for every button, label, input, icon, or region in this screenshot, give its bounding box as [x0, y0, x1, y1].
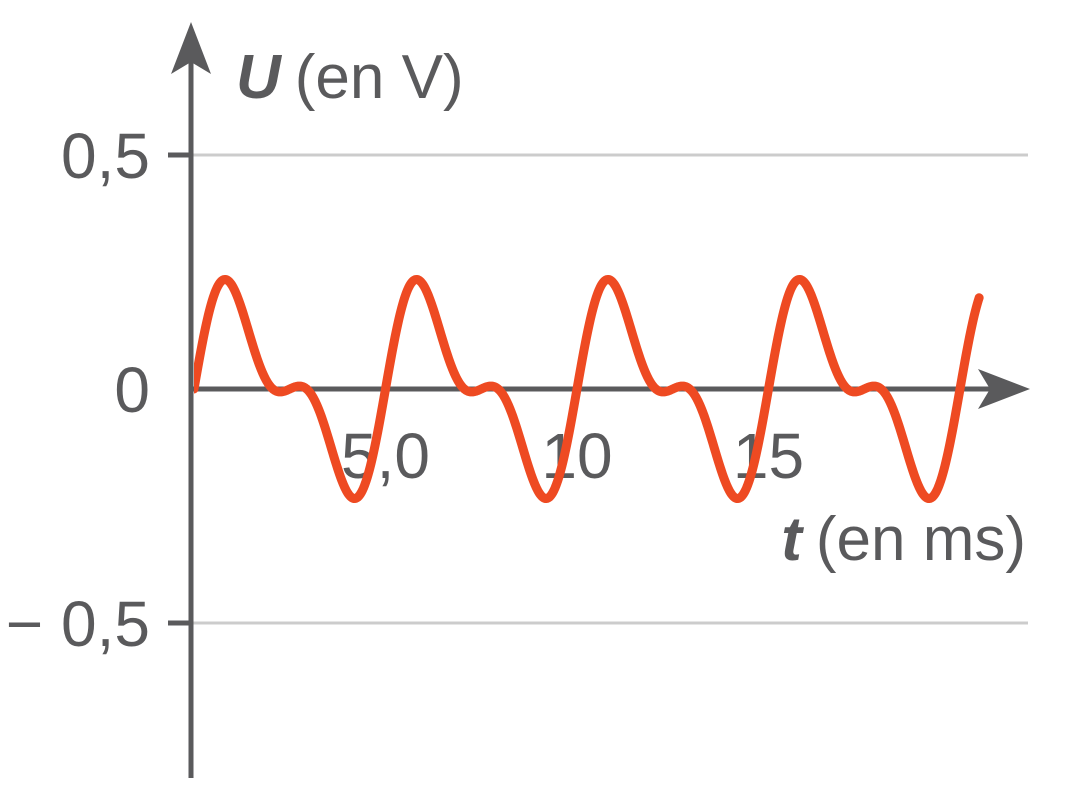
y-tick-label-1: 0 — [114, 354, 150, 426]
series-layer — [194, 274, 984, 504]
x-axis-unit: (en ms) — [816, 505, 1026, 574]
y-axis-title: U (en V) — [236, 43, 464, 112]
x-tick-label-0: 5,0 — [341, 420, 430, 492]
y-tick-label-2: − 0,5 — [6, 588, 150, 660]
series-line-0 — [194, 274, 984, 504]
y-axis-unit: (en V) — [295, 43, 464, 112]
x-tick-label-2: 15 — [733, 420, 804, 492]
x-axis-variable: t — [781, 505, 804, 574]
y-axis-arrow — [171, 22, 211, 74]
grid-lines — [191, 153, 1028, 625]
x-axis-title: t (en ms) — [781, 505, 1026, 574]
y-ticks: 0,5 0 − 0,5 — [6, 120, 191, 660]
x-axis-arrow — [978, 369, 1030, 409]
x-ticks: 5,0 10 15 — [341, 420, 804, 492]
x-tick-label-1: 10 — [541, 420, 612, 492]
y-axis-variable: U — [236, 43, 283, 112]
y-tick-label-0: 0,5 — [61, 120, 150, 192]
